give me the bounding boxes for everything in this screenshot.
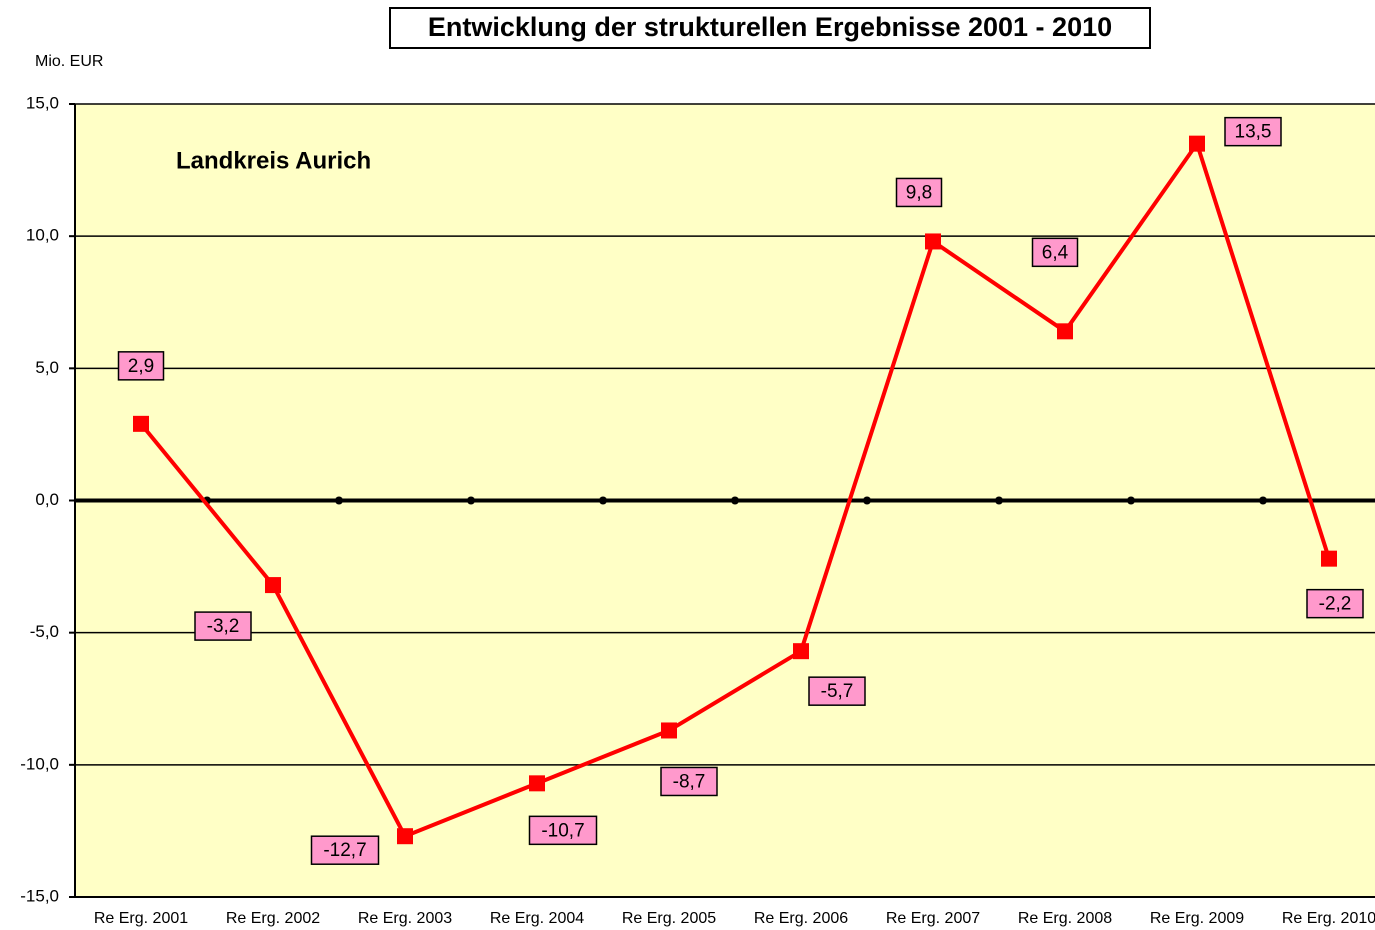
data-label: -5,7 — [821, 681, 854, 702]
data-label-box — [310, 835, 380, 865]
data-label-box — [808, 676, 866, 706]
x-tick-label: Re Erg. 2010 — [1282, 910, 1375, 927]
x-tick-label: Re Erg. 2008 — [1018, 910, 1112, 927]
y-tick-label: 15,0 — [26, 93, 59, 112]
data-label: 13,5 — [1235, 122, 1272, 143]
y-tick-label: -5,0 — [30, 622, 59, 641]
y-tick-label: 10,0 — [26, 226, 59, 245]
zero-dot — [467, 496, 475, 505]
point-marker — [529, 775, 545, 792]
x-tick-label: Re Erg. 2003 — [358, 910, 452, 927]
point-marker — [397, 828, 413, 845]
point-marker — [661, 722, 677, 739]
data-label-box — [117, 351, 165, 381]
y-axis-label: Mio. EUR — [35, 53, 103, 70]
data-label-box — [194, 611, 252, 641]
y-tick-label: -10,0 — [20, 754, 59, 773]
data-label: -10,7 — [541, 820, 584, 841]
point-marker — [793, 643, 809, 660]
data-label: 6,4 — [1042, 242, 1069, 263]
x-tick-label: Re Erg. 2007 — [886, 910, 980, 927]
data-label-box — [895, 177, 943, 208]
zero-dot — [863, 496, 871, 505]
annotation: Landkreis Aurich — [176, 147, 371, 174]
zero-dot — [995, 496, 1003, 505]
x-tick-label: Re Erg. 2002 — [226, 910, 320, 927]
data-label: 2,9 — [128, 356, 154, 377]
point-marker — [133, 415, 149, 432]
data-label-box — [1031, 237, 1079, 268]
data-label-box — [660, 766, 718, 797]
x-tick-label: Re Erg. 2005 — [622, 910, 716, 927]
data-label: -2,2 — [1319, 594, 1352, 615]
chart-title: Entwicklung der strukturellen Ergebnisse… — [428, 12, 1112, 42]
point-marker — [1321, 550, 1337, 567]
x-tick-label: Re Erg. 2006 — [754, 910, 848, 927]
x-tick-label: Re Erg. 2004 — [490, 910, 584, 927]
point-marker — [265, 577, 281, 594]
data-label: -3,2 — [207, 616, 240, 637]
zero-dot — [335, 496, 343, 505]
zero-dot — [1127, 496, 1135, 505]
x-tick-label: Re Erg. 2009 — [1150, 910, 1244, 927]
data-label: -12,7 — [323, 840, 366, 861]
point-marker — [1189, 135, 1205, 152]
title-box — [389, 7, 1151, 49]
data-label: -8,7 — [673, 771, 706, 792]
y-tick-label: 5,0 — [35, 358, 59, 377]
zero-dot — [1259, 496, 1267, 505]
point-marker — [925, 233, 941, 250]
x-tick-label: Re Erg. 2001 — [94, 910, 188, 927]
series-line — [139, 139, 1331, 839]
data-label-box — [528, 815, 598, 846]
y-tick-label: -15,0 — [20, 886, 59, 905]
zero-dot — [599, 496, 607, 505]
data-label-box — [1224, 116, 1282, 147]
zero-dot — [731, 496, 739, 505]
y-tick-label: 0,0 — [35, 490, 59, 509]
point-marker — [1057, 323, 1073, 340]
data-label-box — [1306, 588, 1364, 619]
data-label: 9,8 — [906, 182, 932, 203]
